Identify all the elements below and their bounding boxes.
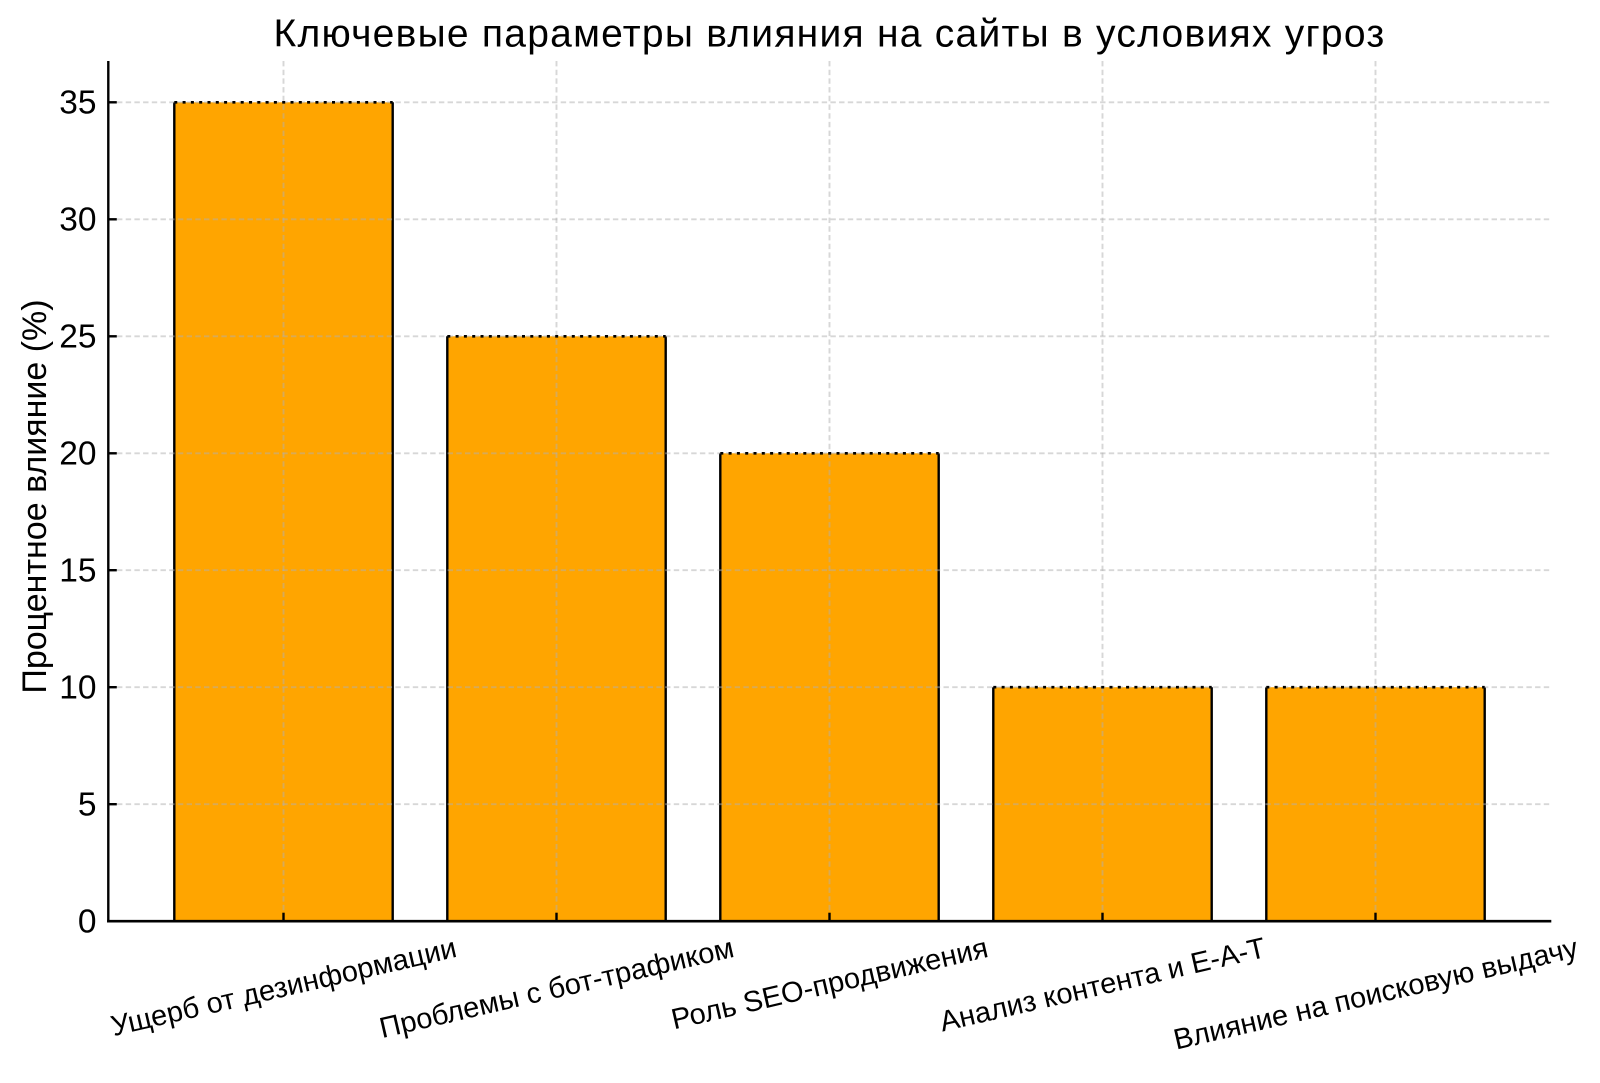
svg-text:0: 0 [78,904,97,941]
svg-text:20: 20 [59,436,96,473]
svg-text:Процентное влияние (%): Процентное влияние (%) [16,299,54,693]
svg-text:35: 35 [59,85,96,122]
svg-text:5: 5 [78,787,97,824]
svg-text:25: 25 [59,319,96,356]
svg-text:30: 30 [59,202,96,239]
svg-text:10: 10 [59,670,96,707]
svg-text:15: 15 [59,553,96,590]
svg-text:Ключевые параметры влияния на: Ключевые параметры влияния на сайты в ус… [273,13,1385,56]
